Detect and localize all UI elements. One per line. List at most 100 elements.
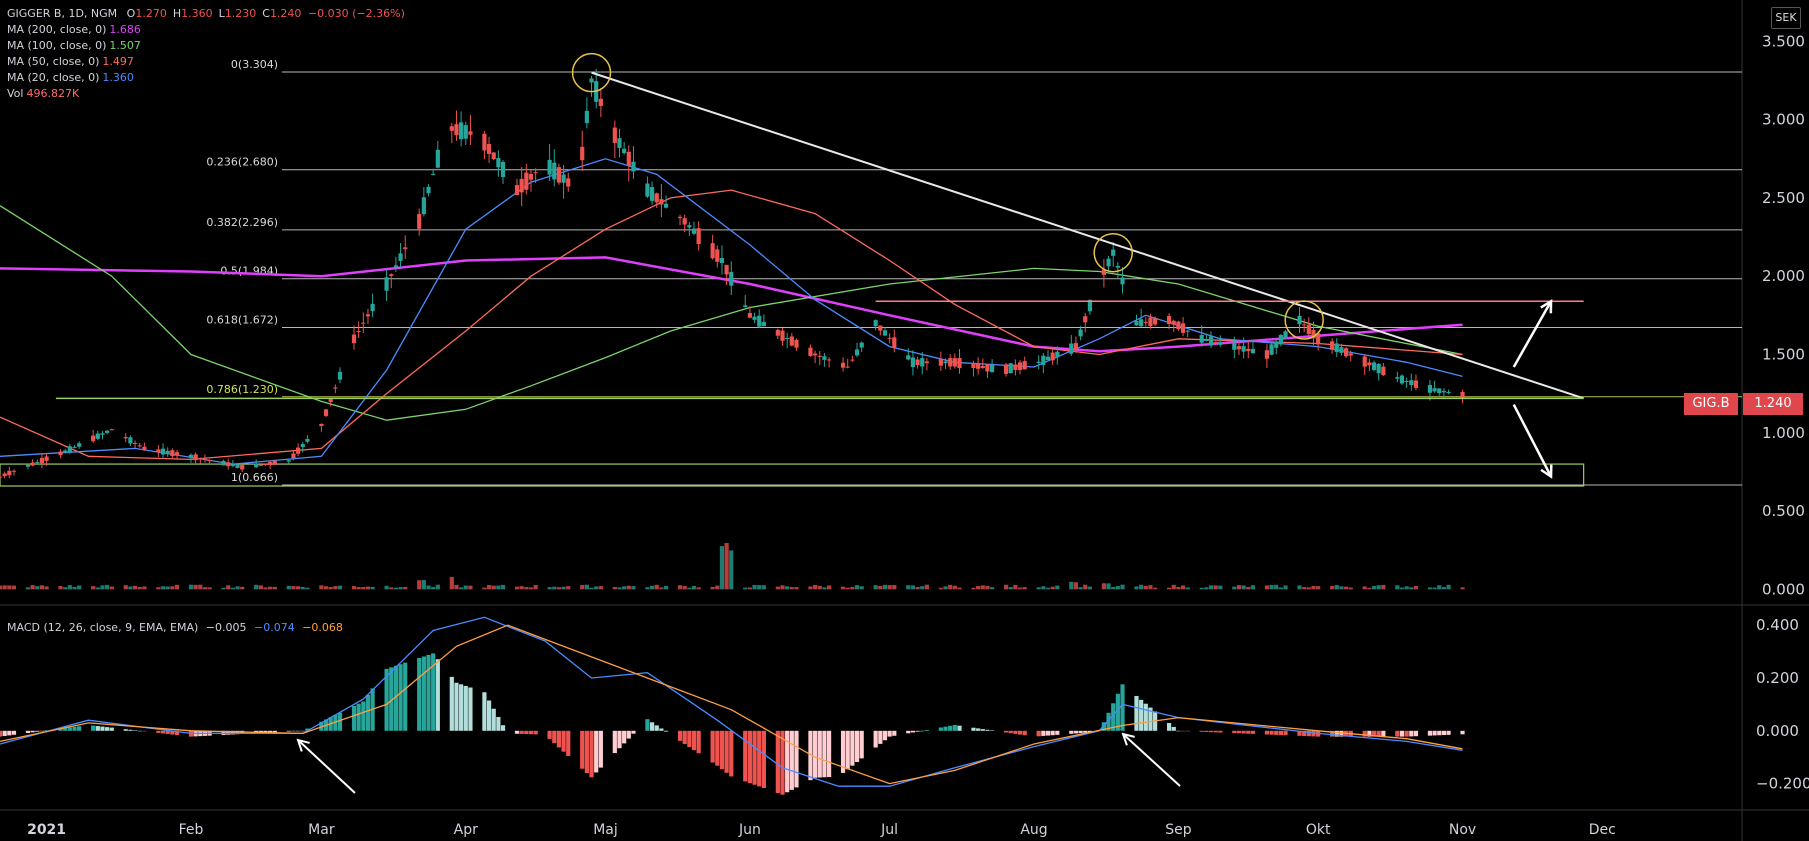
volume-bar [743,587,748,590]
volume-bar [389,587,394,590]
volume-bar [7,585,12,590]
y-tick-label: 3.000 [1762,111,1805,129]
candle-body [524,172,529,190]
macd-histogram-bar [808,730,813,781]
candle-body [631,161,636,172]
volume-bar [77,585,82,590]
macd-histogram-bar [1274,730,1279,735]
macd-histogram-bar [580,730,585,769]
candle-body [882,330,888,336]
macd-histogram-bar [170,730,175,735]
macd-histogram-bar [1395,730,1400,737]
candle-body [95,433,100,439]
volume-bar [1264,585,1270,590]
macd-histogram-bar [1232,730,1237,734]
candle-body [687,225,692,228]
macd-histogram-bar [789,730,794,790]
volume-bar [808,586,813,590]
volume-bar [826,585,832,590]
candle-body [729,271,734,286]
candle-body [1208,336,1214,346]
macd-histogram-bar [459,684,464,731]
macd-histogram-bar [1437,730,1442,736]
macd-histogram-bar [496,716,501,731]
candle-body [1381,366,1386,376]
macd-histogram-bar [976,728,981,731]
volume-bar [1139,584,1144,590]
volume-bar [1278,587,1283,590]
volume-bar [1013,584,1018,590]
macd-histogram-bar [417,658,422,731]
volume-bar [682,585,687,590]
candle-body [794,339,799,348]
macd-histogram-bar [654,725,659,731]
volume-bar [91,586,96,590]
volume-bar [1348,587,1353,590]
candle-body [1078,329,1083,337]
indicator-row[interactable]: MA (20, close, 0) 1.360 [7,70,141,86]
volume-bar [39,585,45,590]
indicator-value: 1.686 [109,23,141,36]
indicator-row[interactable]: MA (200, close, 0) 1.686 [7,22,141,38]
volume-bar [1381,584,1386,590]
candle-body [1167,315,1172,325]
volume-bar [710,586,715,590]
candle-body [421,197,426,215]
volume-bar [1083,584,1088,590]
volume-bar [1167,587,1172,590]
candle-body [1008,363,1013,374]
candle-body [682,218,687,225]
volume-bar [207,587,212,590]
candle-body [230,464,235,467]
macd-histogram-bar [775,730,780,794]
candle-body [1297,315,1302,325]
macd-histogram-bar [230,730,235,735]
volume-bar [566,586,571,590]
macd-histogram-bar [743,730,748,782]
candle-body [859,342,864,348]
currency-button[interactable]: SEK [1771,7,1801,29]
macd-histogram-bar [1446,730,1451,735]
macd-histogram-bar [1427,730,1433,736]
fib-level-label: 0.236(2.680) [206,156,278,169]
macd-line [0,616,1463,787]
volume-bar [785,586,790,590]
x-tick-label: Apr [454,822,478,838]
candle-body [752,316,757,320]
last-price-tag: 1.240 [1743,393,1803,415]
volume-bar [920,586,925,590]
macd-histogram-bar [1143,703,1148,731]
candle-body [272,460,277,465]
macd-histogram-bar [817,730,822,778]
macd-histogram-bar [724,730,729,773]
macd-histogram-bar [1069,730,1074,734]
volume-bar [1041,586,1046,590]
volume-bar [1111,586,1116,590]
candle-body [1427,385,1433,393]
candle-body [1269,344,1274,355]
x-tick-label: Feb [179,822,204,838]
candle-body [519,178,524,193]
volume-bar [873,585,878,590]
macd-histogram-bar [780,730,785,795]
candle-body [589,78,594,83]
candle-body [654,193,659,203]
volume-bar [715,585,720,590]
candle-body [296,447,301,454]
candle-body [757,315,762,327]
candle-body [775,329,780,336]
volume-bar [1395,585,1400,590]
macd-histogram-bar [1381,730,1386,737]
x-tick-label: Mar [308,822,335,838]
indicator-row[interactable]: Vol 496.827K [7,86,141,102]
candle-body [1413,380,1419,388]
volume-bar [1330,586,1335,590]
macd-histogram-bar [1278,730,1283,736]
candle-body [1218,341,1223,345]
indicator-row[interactable]: MA (50, close, 0) 1.497 [7,54,141,70]
macd-histogram-bar [63,728,68,731]
volume-bar [305,587,310,590]
indicator-row[interactable]: MA (100, close, 0) 1.507 [7,38,141,54]
volume-bar [421,580,426,590]
